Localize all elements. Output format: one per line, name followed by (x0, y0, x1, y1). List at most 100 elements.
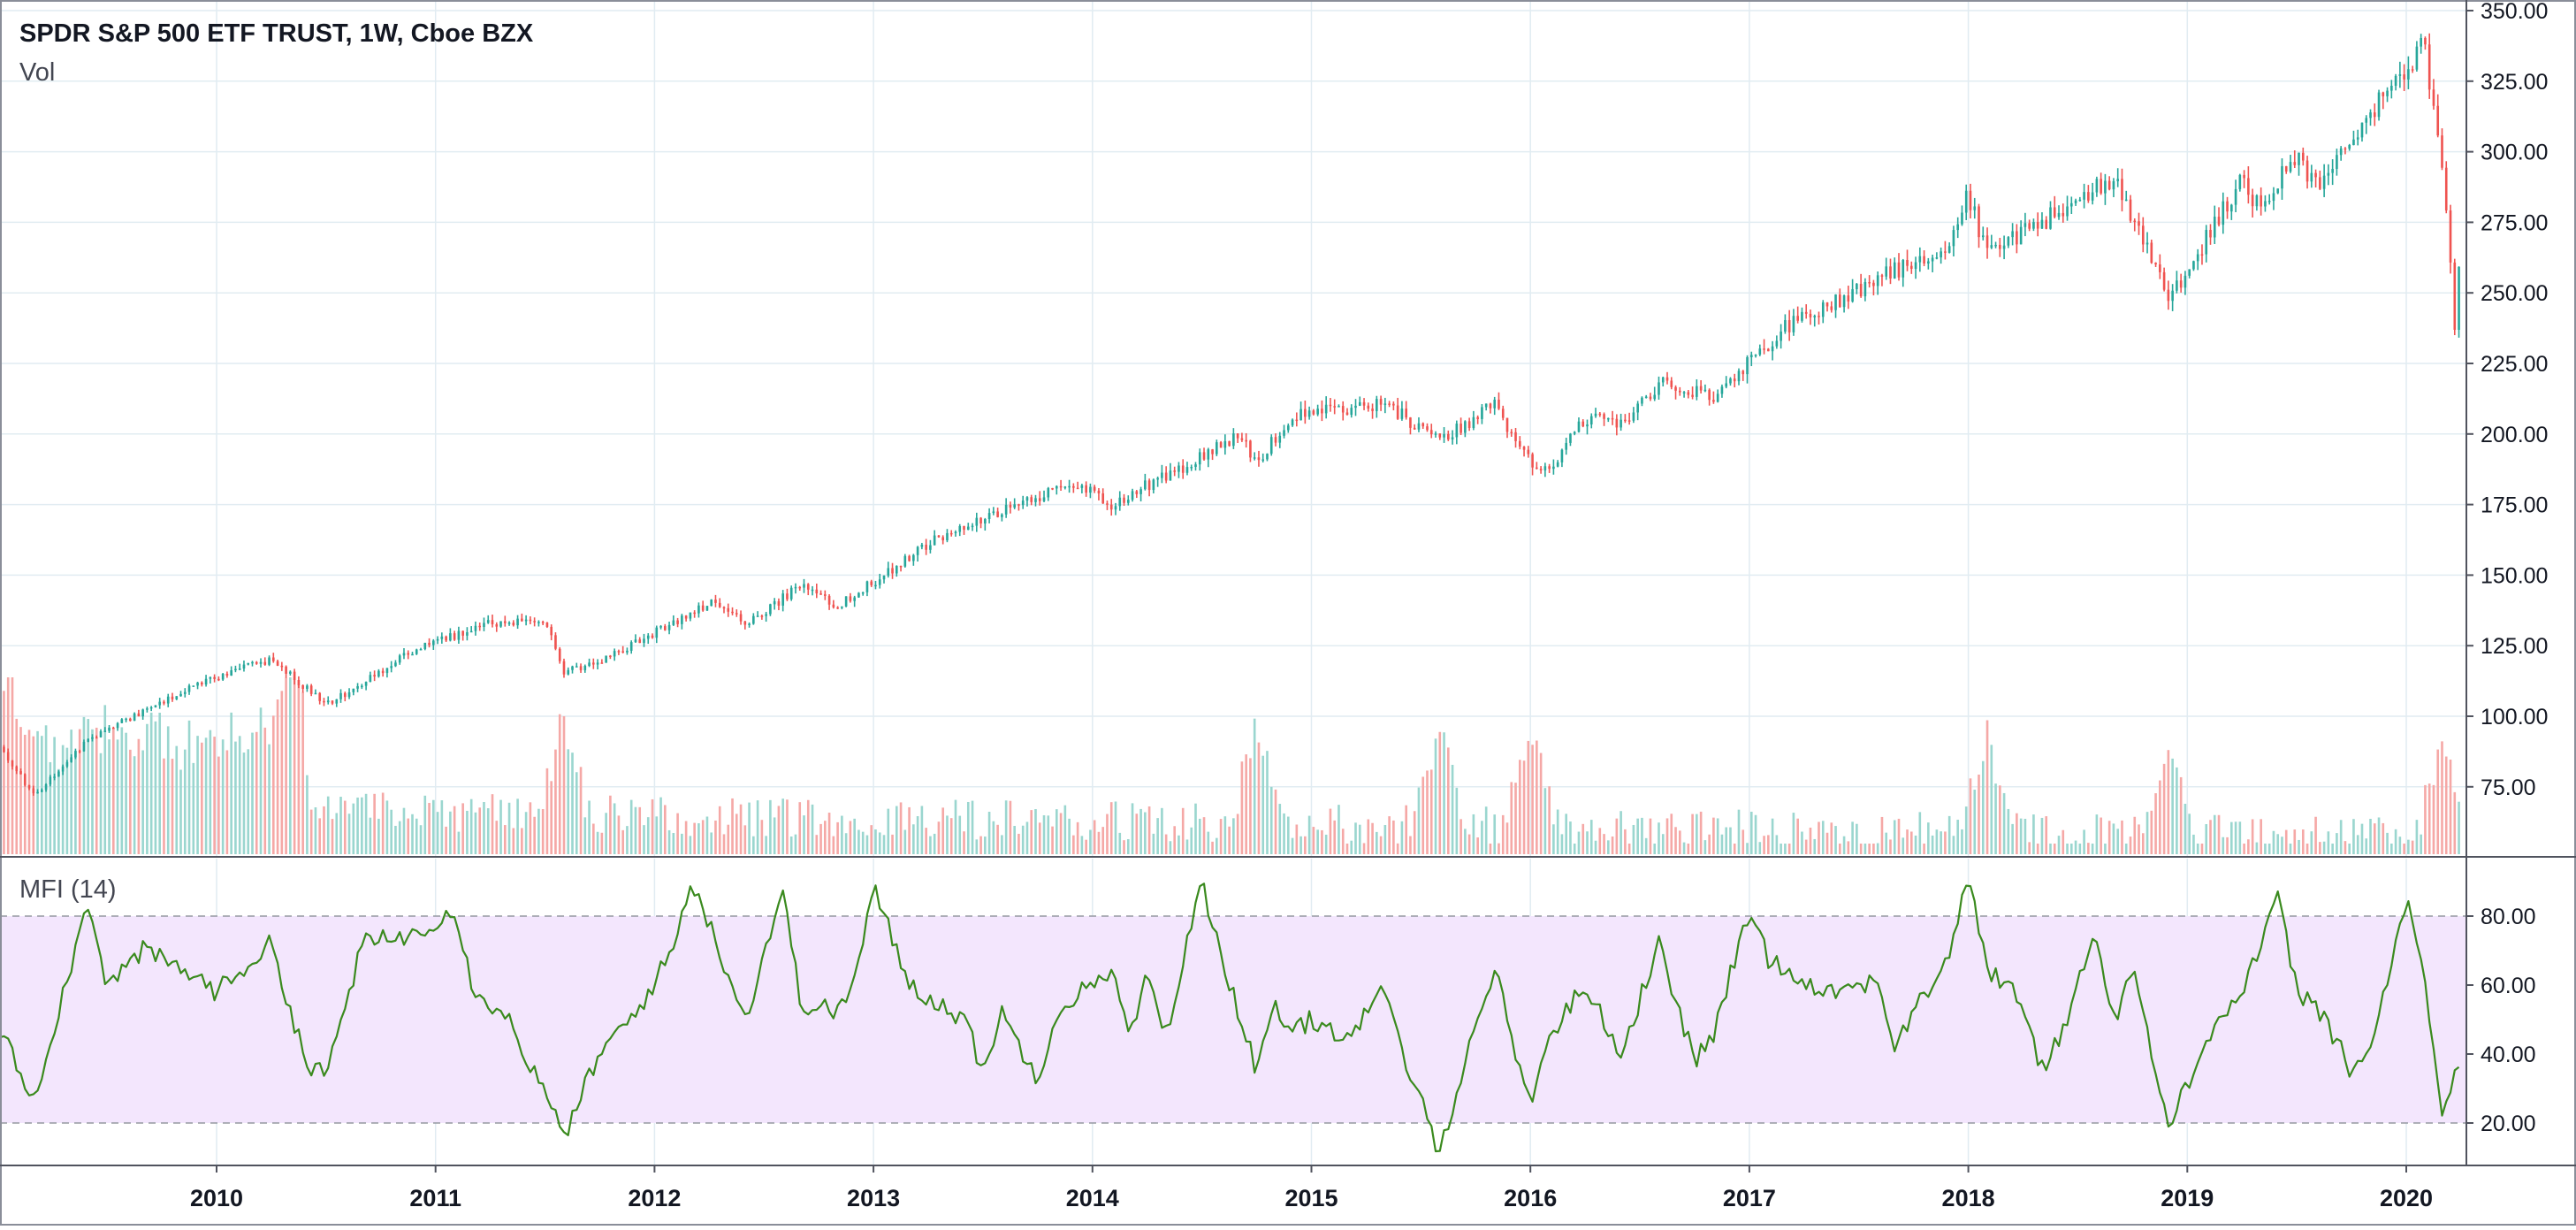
volume-bar (996, 824, 999, 854)
volume-bar (992, 821, 995, 854)
candle-body (2162, 271, 2166, 290)
volume-bar (2217, 814, 2221, 854)
candle-body (2159, 264, 2161, 272)
volume-bar (133, 756, 136, 854)
candle-body (588, 662, 591, 667)
candle-body (2200, 254, 2204, 256)
candle-body (975, 517, 979, 526)
candle-body (550, 626, 553, 636)
volume-bar (129, 749, 132, 854)
volume-bar (1131, 803, 1134, 854)
volume-bar (1906, 829, 1909, 854)
volume-bar (1847, 841, 1850, 854)
candle-body (655, 627, 659, 638)
candle-body (1013, 504, 1016, 508)
candle-body (1118, 497, 1122, 507)
volume-bar (2407, 839, 2410, 854)
candle-body (2424, 37, 2427, 45)
candle-body (2264, 201, 2267, 207)
candle-body (1531, 454, 1534, 468)
volume-bar (2083, 829, 2085, 854)
candle-body (971, 525, 974, 528)
candle-body (137, 713, 141, 717)
volume-bar (2078, 844, 2082, 854)
candle-body (836, 607, 839, 609)
volume-bar (1581, 823, 1585, 854)
volume-bar (899, 802, 903, 854)
candle-body (1696, 386, 1698, 397)
volume-bar (2121, 820, 2123, 854)
volume-bar (1792, 813, 1795, 854)
candle-body (1902, 260, 1905, 278)
candle-body (238, 668, 241, 670)
volume-bar (27, 730, 31, 854)
volume-bar (2057, 836, 2061, 854)
candle-body (2394, 75, 2397, 86)
candle-body (1771, 346, 1774, 352)
candle-body (2023, 223, 2027, 227)
volume-layer (0, 677, 2460, 854)
volume-bar (234, 741, 237, 854)
candle-body (2002, 245, 2006, 249)
volume-bar (663, 805, 667, 854)
volume-bar (331, 819, 334, 854)
candle-body (638, 639, 642, 644)
volume-bar (1261, 755, 1265, 854)
candle-body (2032, 222, 2035, 229)
volume-bar (99, 753, 103, 854)
candle-body (1392, 403, 1395, 406)
volume-bar (958, 815, 962, 854)
candle-body (1851, 289, 1854, 302)
candle-body (844, 596, 848, 607)
volume-bar (554, 749, 557, 854)
candle-body (2390, 85, 2393, 91)
candle-body (1249, 440, 1252, 458)
candle-body (306, 685, 309, 690)
candle-body (1261, 459, 1265, 461)
candle-body (743, 621, 747, 625)
candle-body (1687, 392, 1690, 395)
volume-bar (971, 800, 974, 854)
volume-bar (752, 836, 755, 854)
volume-bar (1072, 835, 1075, 854)
candle-body (503, 621, 507, 623)
volume-bar (1947, 815, 1951, 854)
volume-bar (769, 799, 772, 854)
volume-bar (941, 807, 945, 854)
candle-body (1321, 409, 1323, 414)
candle-body (1498, 400, 1500, 409)
volume-bar (1299, 836, 1302, 854)
candle-body (1985, 235, 1989, 248)
volume-bar (2432, 784, 2435, 854)
candle-body (166, 696, 170, 704)
candle-body (2298, 152, 2300, 165)
volume-bar (192, 762, 195, 854)
volume-bar (1223, 816, 1227, 854)
candle-body (1754, 355, 1757, 356)
candle-body (1775, 340, 1779, 347)
volume-bar (558, 714, 561, 854)
candle-body (1126, 500, 1130, 503)
candle-body (428, 642, 431, 646)
volume-bar (2301, 829, 2305, 854)
volume-bar (689, 836, 692, 854)
candle-body (352, 688, 355, 692)
candle-body (2436, 105, 2440, 136)
candle-body (364, 682, 368, 686)
volume-bar (78, 729, 81, 854)
candle-body (1813, 316, 1817, 317)
volume-bar (2150, 810, 2153, 854)
candle-body (15, 766, 19, 772)
candle-body (49, 776, 52, 785)
volume-bar (2154, 793, 2157, 854)
volume-bar (920, 806, 924, 854)
volume-bar (314, 807, 317, 854)
volume-bar (2066, 844, 2069, 854)
candle-body (1627, 420, 1631, 422)
candle-body (356, 686, 359, 689)
candle-body (2247, 178, 2250, 195)
candle-body (1801, 311, 1803, 321)
volume-bar (1712, 817, 1715, 854)
volume-bar (2322, 841, 2326, 854)
volume-bar (2398, 837, 2402, 854)
